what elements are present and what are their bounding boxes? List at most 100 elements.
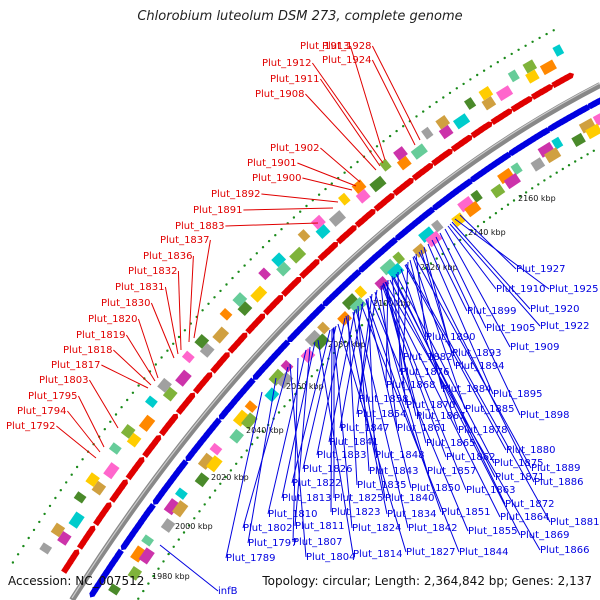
- forward-gene: [169, 413, 179, 424]
- leader-line: [451, 221, 531, 310]
- feature-block: [206, 455, 223, 473]
- feature-block: [197, 452, 215, 470]
- gene-label: Plut_1871: [495, 472, 545, 483]
- leader-line: [431, 239, 468, 312]
- forward-gene: [273, 295, 284, 305]
- gc-dot: [531, 40, 534, 43]
- feature-block: [229, 428, 245, 444]
- feature-block: [232, 292, 248, 307]
- gc-dot: [75, 465, 79, 469]
- gene-label: Plut_1820: [88, 314, 138, 325]
- gc-dot: [277, 411, 281, 414]
- kbp-ticks: 1980 kbp 2000 kbp 2020 kbp 2040 kbp 2060 kbp…: [152, 194, 556, 581]
- gc-dot: [476, 225, 480, 228]
- feature-block: [276, 371, 294, 389]
- forward-gene: [238, 332, 248, 343]
- gene-label: Plut_1889: [531, 463, 581, 474]
- feature-block: [349, 296, 367, 314]
- gc-dot: [142, 589, 145, 593]
- leader-line: [405, 263, 551, 523]
- gc-dot: [489, 65, 493, 68]
- gene-label: Plut_1803: [39, 375, 89, 386]
- gc-dot: [316, 369, 319, 372]
- leader-line: [150, 302, 175, 359]
- gc-dot: [494, 212, 498, 215]
- feature-block: [162, 386, 178, 402]
- gene-label: Plut_1901: [247, 158, 297, 169]
- reverse-gene: [246, 377, 256, 388]
- gc-dot: [580, 156, 583, 160]
- gc-dot: [482, 69, 486, 72]
- gc-dot: [126, 398, 129, 402]
- accession-text: Accession: NC_007512: [8, 574, 145, 588]
- leader-line: [427, 243, 494, 395]
- feature-block: [194, 333, 210, 349]
- kbp-tick-label: 2100 kbp: [373, 299, 411, 308]
- gene-label: Plut_1863: [466, 485, 516, 496]
- feature-block: [317, 321, 330, 335]
- forward-gene: [152, 435, 162, 445]
- backbone-ring: [69, 82, 600, 600]
- feature-block: [244, 400, 258, 413]
- gc-dot: [11, 561, 15, 564]
- gc-dot: [231, 276, 234, 280]
- gene-label: Plut_1878: [458, 425, 508, 436]
- gc-dot: [283, 405, 286, 408]
- gc-dot: [555, 171, 558, 174]
- feature-block: [138, 414, 156, 432]
- gene-label: Plut_1869: [520, 530, 570, 541]
- gc-dot: [203, 503, 206, 506]
- gene-label: Plut_1908: [255, 89, 305, 100]
- leader-line: [281, 341, 316, 499]
- feature-block: [258, 267, 271, 281]
- gc-dot: [310, 375, 313, 378]
- gc-dot: [131, 391, 135, 394]
- forward-gene: [70, 549, 80, 560]
- feature-block: [127, 566, 143, 581]
- forward-gene: [462, 134, 473, 144]
- gc-dot: [435, 100, 438, 104]
- gene-label: Plut_1864: [500, 512, 550, 523]
- gc-dot: [27, 536, 30, 540]
- leader-line: [328, 309, 356, 443]
- gc-dot: [305, 204, 308, 208]
- gene-label: Plut_1895: [493, 389, 543, 400]
- gc-dot: [261, 430, 264, 433]
- forward-gene: [328, 241, 339, 252]
- gene-label: Plut_1819: [76, 330, 126, 341]
- gene-label: Plut_1925: [549, 284, 599, 295]
- leader-line: [381, 284, 447, 458]
- gene-label: Plut_1857: [427, 466, 477, 477]
- forward-gene: [291, 276, 302, 287]
- forward-gene: [119, 479, 128, 490]
- gene-label: Plut_1802: [243, 523, 293, 534]
- gc-dot: [531, 187, 534, 190]
- gene-label: Plut_1900: [252, 173, 302, 184]
- feature-block: [503, 173, 521, 190]
- gc-dot: [552, 29, 555, 32]
- feature-block: [68, 511, 85, 529]
- gene-label: Plut_1797: [248, 538, 298, 549]
- gc-dot: [256, 436, 259, 439]
- gc-content-ring: [11, 29, 595, 600]
- gene-label: Plut_1824: [352, 523, 402, 534]
- gene-label: Plut_1811: [295, 521, 345, 532]
- feature-block: [250, 285, 268, 303]
- leader-line: [374, 291, 428, 472]
- feature-block: [507, 69, 520, 83]
- leader-line: [435, 236, 521, 416]
- gene-label: Plut_1881: [550, 517, 600, 528]
- forward-gene: [366, 208, 376, 219]
- gc-dot: [586, 153, 589, 156]
- feature-block: [39, 542, 53, 555]
- gc-dot: [469, 78, 472, 81]
- gene-label: Plut_1894: [455, 361, 505, 372]
- gc-dot: [395, 129, 398, 133]
- gene-label: Plut_1867: [416, 411, 466, 422]
- gc-dot: [330, 182, 333, 185]
- feature-block: [393, 146, 408, 161]
- forward-gene: [543, 84, 554, 93]
- leader-line: [412, 256, 466, 410]
- feature-block: [144, 395, 158, 408]
- gc-dot: [415, 115, 418, 118]
